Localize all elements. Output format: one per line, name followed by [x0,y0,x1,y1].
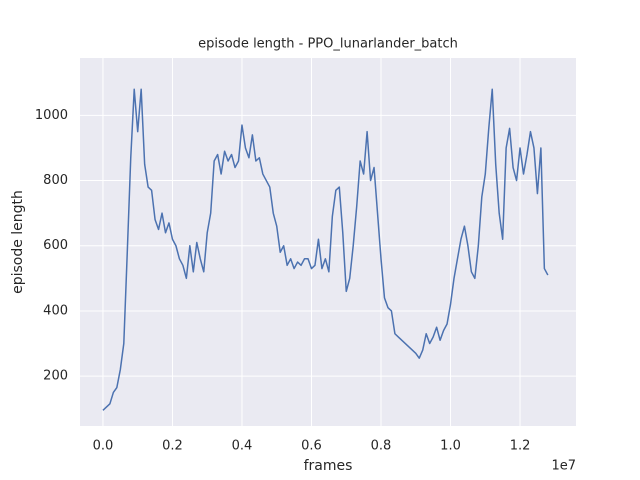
x-offset-label: 1e7 [551,459,576,474]
x-tick-label: 0.0 [93,439,114,454]
y-axis-label: episode length [10,190,26,294]
x-tick-label: 0.4 [232,439,253,454]
x-axis-label: frames [304,458,353,474]
plot-area [80,58,576,426]
data-line [102,88,549,411]
y-tick-label: 200 [43,369,68,384]
y-tick-label: 800 [43,173,68,188]
x-tick-label: 0.6 [301,439,322,454]
x-tick-label: 0.2 [162,439,183,454]
y-tick-label: 1000 [35,108,68,123]
chart-title: episode length - PPO_lunarlander_batch [198,37,458,52]
x-tick-label: 1.0 [440,439,461,454]
x-tick-label: 1.2 [510,439,531,454]
y-tick-label: 400 [43,303,68,318]
x-tick-label: 0.8 [371,439,392,454]
y-tick-label: 600 [43,238,68,253]
